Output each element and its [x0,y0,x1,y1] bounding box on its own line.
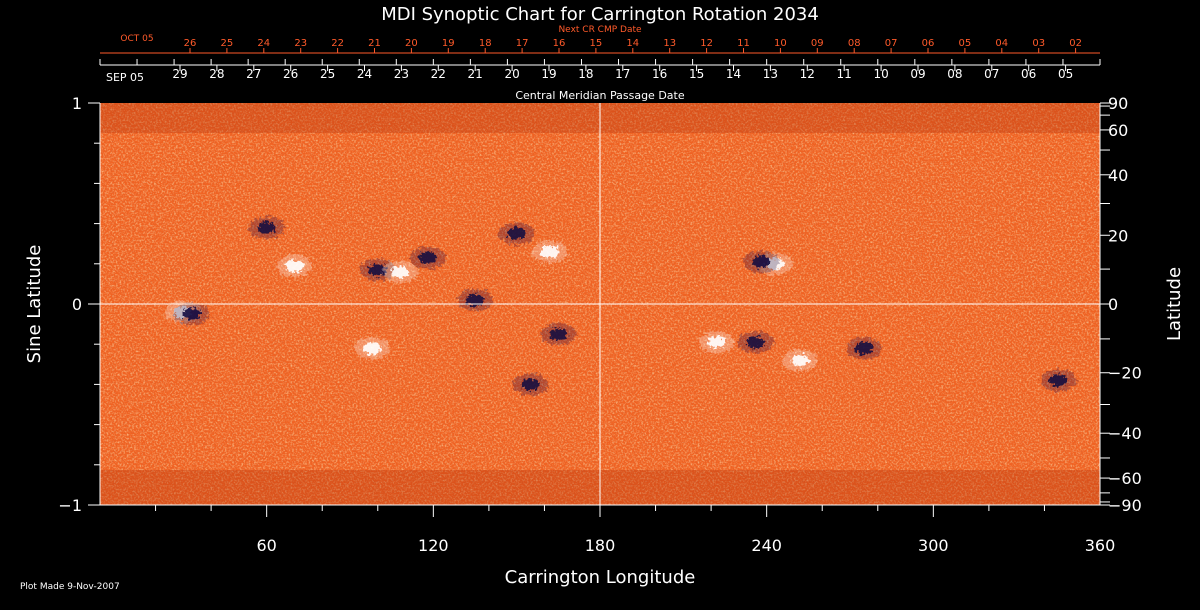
x-tick-label: 300 [918,536,949,555]
y-tick-label-left: 0 [72,295,82,314]
y-tick-label-right: −60 [1108,469,1142,488]
y-tick-label-right: 60 [1108,121,1128,140]
cmp-date-label: 10 [873,67,888,81]
next-cr-date-label: 04 [995,38,1008,49]
cmp-date-label: 27 [246,67,261,81]
negative-polarity-core [257,221,276,234]
next-cr-date-label: 22 [331,38,344,49]
cmp-date-label: 18 [578,67,593,81]
x-tick-label: 180 [585,536,616,555]
next-cr-date-label: 02 [1069,38,1082,49]
cmp-date-label: 11 [837,67,852,81]
next-cr-date-label: 26 [184,38,197,49]
positive-polarity-core [391,265,409,278]
active-regions [165,216,1077,396]
cmp-date-label: 08 [947,67,962,81]
cmp-date-label: 05 [1058,67,1073,81]
y-tick-label-right: 20 [1108,226,1128,245]
negative-polarity-core [418,251,437,264]
chart-title: MDI Synoptic Chart for Carrington Rotati… [381,4,819,25]
y-tick-label-left: 1 [72,94,82,113]
negative-polarity-core [854,342,873,355]
next-cr-axis-label: Next CR CMP Date [558,25,642,35]
cmp-start-label: SEP 05 [106,71,144,84]
negative-polarity-core [1049,374,1068,387]
negative-polarity-core [549,328,568,341]
next-cr-date-label: 12 [700,38,713,49]
next-cr-date-label: 15 [590,38,603,49]
negative-polarity-core [507,227,526,240]
x-tick-label: 60 [256,536,276,555]
next-cr-date-label: 09 [811,38,824,49]
positive-polarity-core [285,259,304,272]
next-cr-date-label: 20 [405,38,418,49]
cmp-date-label: 22 [431,67,446,81]
cmp-date-label: 21 [468,67,483,81]
next-cr-date-label: 21 [368,38,381,49]
cmp-date-label: 06 [1021,67,1036,81]
next-cr-date-label: 07 [885,38,898,49]
positive-polarity-core [707,336,726,349]
negative-polarity-core [466,293,484,306]
next-cr-date-label: 10 [774,38,787,49]
next-cr-date-label: 16 [553,38,566,49]
x-axis-label: Carrington Longitude [505,567,696,588]
cmp-date-label: 07 [984,67,999,81]
x-tick-label: 360 [1085,536,1116,555]
y-tick-label-right: 0 [1108,295,1118,314]
positive-polarity-core [363,342,382,355]
next-cr-date-label: 19 [442,38,455,49]
next-cr-date-label: 25 [221,38,234,49]
y-axis-label-left: Sine Latitude [24,245,45,364]
y-tick-label-left: −1 [58,496,82,515]
cmp-date-label: 26 [283,67,298,81]
y-tick-label-right: −40 [1108,424,1142,443]
y-tick-label-right: −90 [1108,496,1142,515]
next-cr-date-label: 03 [1032,38,1045,49]
next-cr-date-label: 18 [479,38,492,49]
y-tick-label-right: 40 [1108,166,1128,185]
next-cr-date-label: 05 [959,38,972,49]
next-cr-date-label: 13 [663,38,676,49]
cmp-date-label: 19 [541,67,556,81]
cmp-date-label: 17 [615,67,630,81]
negative-polarity-core [746,336,765,349]
cmp-date-label: 13 [763,67,778,81]
x-tick-label: 240 [751,536,782,555]
cmp-date-label: 29 [172,67,187,81]
next-cr-date-label: 17 [516,38,529,49]
cmp-date-label: 24 [357,67,372,81]
next-cr-date-label: 06 [922,38,935,49]
negative-polarity-core [752,255,771,268]
next-cr-date-label: 14 [626,38,639,49]
negative-polarity-core [182,308,201,321]
y-axis-label-right: Latitude [1164,267,1185,341]
cmp-date-label: 25 [320,67,335,81]
cmp-date-label: 14 [726,67,741,81]
cmp-date-label: 16 [652,67,667,81]
cmp-axis-label: Central Meridian Passage Date [515,89,684,102]
cmp-date-label: 28 [209,67,224,81]
cmp-date-label: 23 [394,67,409,81]
axes: 60 120 180 240 300 36010−1906040200−20−40−60−… [58,38,1141,555]
positive-polarity-core [791,354,809,367]
cmp-date-label: 20 [504,67,519,81]
next-cr-start-label: OCT 05 [120,34,153,44]
x-tick-label: 120 [418,536,449,555]
negative-polarity-core [521,378,540,391]
next-cr-date-label: 11 [737,38,750,49]
y-tick-label-right: −20 [1108,364,1142,383]
next-cr-date-label: 23 [294,38,307,49]
plot-made-date: Plot Made 9-Nov-2007 [20,582,120,592]
next-cr-date-label: 08 [848,38,861,49]
positive-polarity-core [541,245,559,258]
next-cr-date-label: 24 [257,38,270,49]
y-tick-label-right: 90 [1108,94,1128,113]
cmp-date-label: 09 [910,67,925,81]
cmp-date-label: 15 [689,67,704,81]
cmp-date-label: 12 [800,67,815,81]
